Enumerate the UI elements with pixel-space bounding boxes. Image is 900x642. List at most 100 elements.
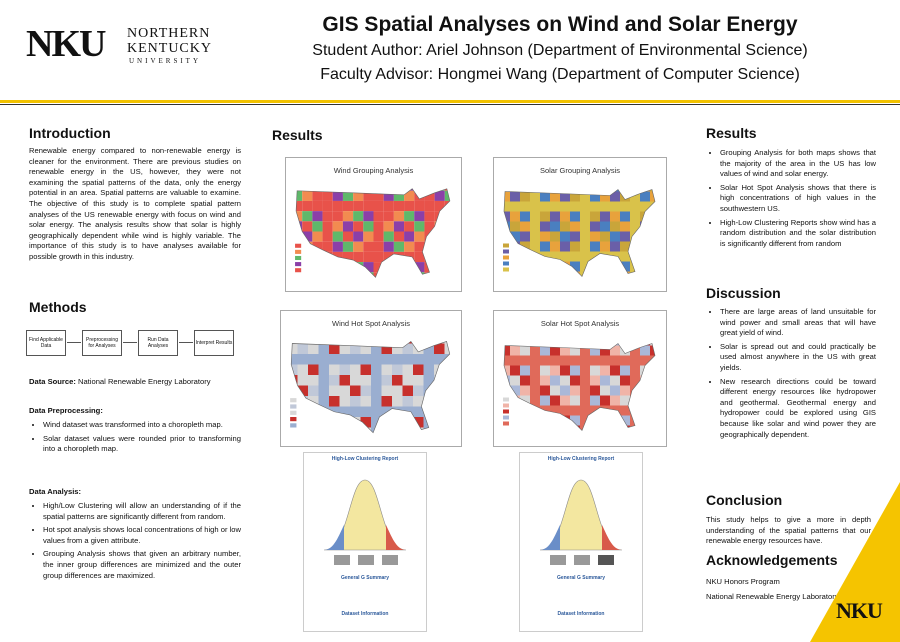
map-patch <box>363 200 374 212</box>
map-patch <box>530 395 540 406</box>
map-patch <box>363 188 374 191</box>
map-patch <box>308 427 319 433</box>
map-patch <box>560 271 570 277</box>
map-shape <box>540 525 560 550</box>
map-patch <box>630 191 640 202</box>
map-patch <box>503 249 509 254</box>
map-patch <box>350 364 361 375</box>
intro-text: Renewable energy compared to non-renewab… <box>29 146 241 261</box>
map-patch <box>620 241 630 252</box>
map-patch <box>503 403 509 408</box>
map-patch <box>322 251 333 263</box>
map-patch <box>580 241 590 252</box>
map-patch <box>600 261 610 272</box>
map-patch <box>413 364 424 375</box>
map-patch <box>650 189 655 192</box>
map-patch <box>560 231 570 242</box>
map-patch <box>600 241 610 252</box>
map-patch <box>550 425 560 431</box>
map-patch <box>302 272 313 278</box>
bell-curve <box>323 479 407 565</box>
map-patch <box>530 415 540 426</box>
map-patch <box>640 261 650 272</box>
map-patch <box>404 211 415 222</box>
map-patch <box>620 201 630 212</box>
map-patch <box>413 343 424 354</box>
map-patch <box>360 341 371 344</box>
map-patch <box>570 201 580 212</box>
map-patch <box>520 385 530 396</box>
map-patch <box>570 355 580 366</box>
map-patch <box>297 375 308 386</box>
map-patch <box>342 231 354 242</box>
map-patch <box>600 231 610 242</box>
map-patch <box>580 365 590 376</box>
map-patch <box>392 343 403 354</box>
map-patch <box>444 262 450 273</box>
map-patch <box>318 417 329 428</box>
map-patch <box>339 406 350 417</box>
map-patch <box>574 555 590 565</box>
map-patch <box>510 231 520 242</box>
map-patch <box>590 261 600 272</box>
map-patch <box>640 221 650 232</box>
map-patch <box>580 385 590 396</box>
map-patch <box>610 405 620 416</box>
map-patch <box>444 406 450 417</box>
map-patch <box>297 364 308 375</box>
map-patch <box>404 221 415 232</box>
map-patch <box>353 221 364 232</box>
map-patch <box>504 355 510 366</box>
report-section: Dataset Information <box>557 611 605 617</box>
map-graphic <box>290 340 451 434</box>
map-patch <box>297 427 308 433</box>
report-figure: High-Low Clustering Report General G Summ… <box>519 452 643 632</box>
map-patch <box>402 343 413 354</box>
map-patch <box>297 354 308 365</box>
map-patch <box>503 397 509 402</box>
map-patch <box>414 241 425 252</box>
map-patch <box>530 385 540 396</box>
map-patch <box>371 354 382 365</box>
map-patch <box>371 343 382 354</box>
map-patch <box>322 272 333 278</box>
map-patch <box>290 417 297 422</box>
map-patch <box>620 211 630 222</box>
map-patch <box>350 427 361 433</box>
map-patch <box>329 364 340 375</box>
map-patch <box>297 385 308 396</box>
map-patch <box>640 343 650 346</box>
map-patch <box>560 415 570 426</box>
map-patch <box>392 375 403 386</box>
map-patch <box>308 406 319 417</box>
map-patch <box>560 241 570 252</box>
map-patch <box>308 341 319 344</box>
map-patch <box>392 385 403 396</box>
map-patch <box>334 555 350 565</box>
map-patch <box>610 251 620 262</box>
map-patch <box>413 427 424 433</box>
map-patch <box>640 241 650 252</box>
map-patch <box>550 201 560 212</box>
map-patch <box>322 231 333 242</box>
map-patch <box>620 261 630 272</box>
map-patch <box>434 385 445 396</box>
map-patch <box>520 261 530 272</box>
map-patch <box>444 188 450 191</box>
map-patch <box>610 375 620 386</box>
map-patch <box>332 221 343 232</box>
list: There are large areas of land unsuitable… <box>706 307 876 443</box>
map-patch <box>402 396 413 407</box>
map-patch <box>414 188 425 191</box>
flow-step: Run Data Analyses <box>138 330 178 356</box>
list-item: Wind dataset was transformed into a chor… <box>43 420 241 431</box>
map-patch <box>550 385 560 396</box>
map-patch <box>339 364 350 375</box>
map-patch <box>530 211 540 222</box>
map-patch <box>444 385 450 396</box>
map-patch <box>600 189 610 192</box>
subheading: Data Preprocessing: <box>29 406 103 415</box>
map-patch <box>302 262 313 273</box>
title: GIS Spatial Analyses on Wind and Solar E… <box>322 13 798 36</box>
